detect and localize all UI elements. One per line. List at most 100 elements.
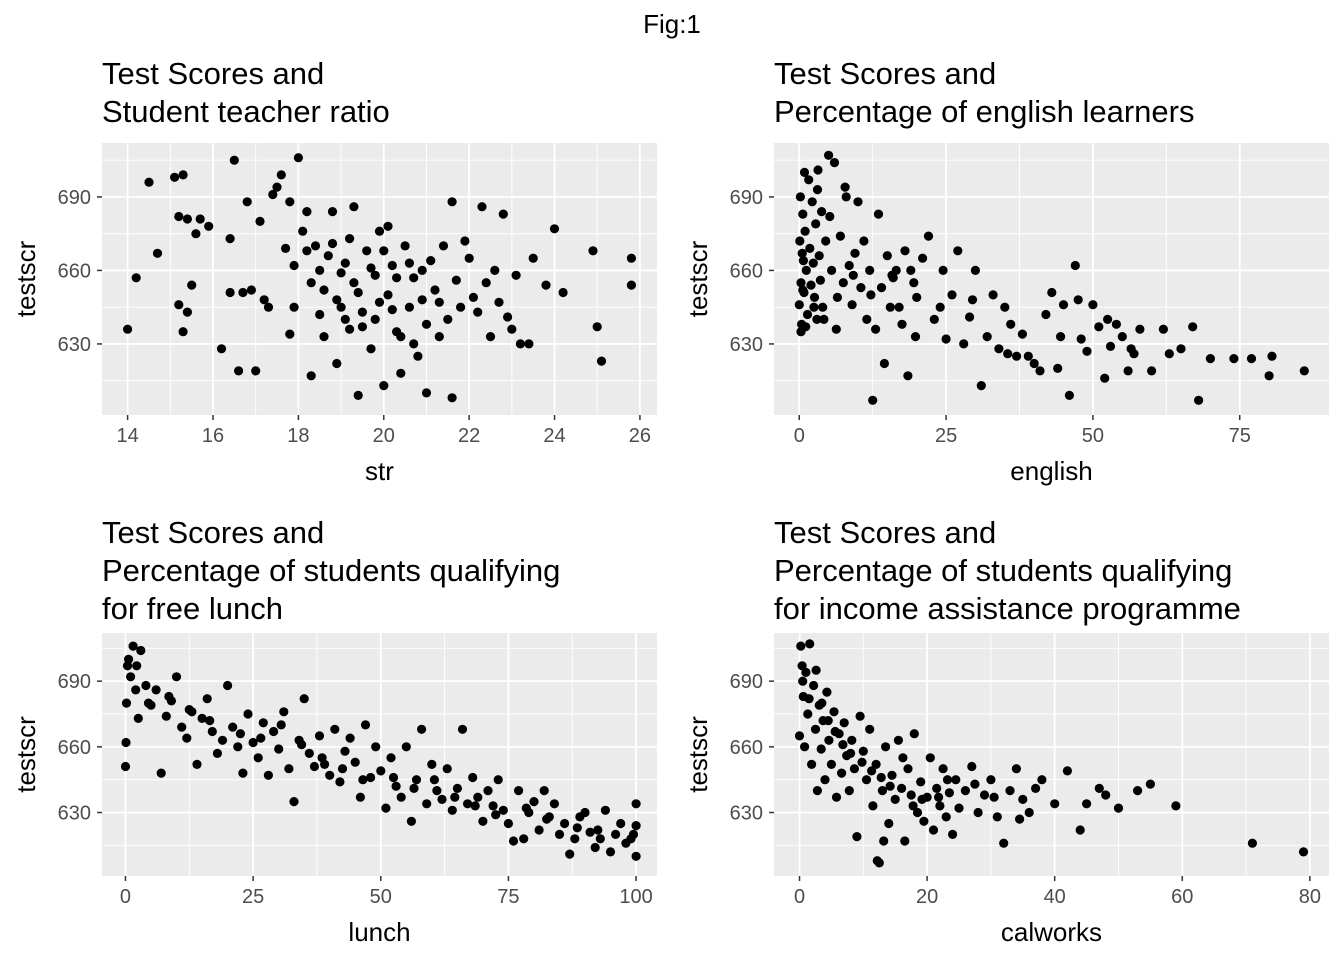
scatter-point bbox=[387, 260, 397, 271]
scatter-point bbox=[876, 772, 886, 783]
scatter-point bbox=[238, 768, 248, 778]
scatter-point bbox=[470, 801, 480, 811]
scatter-point bbox=[799, 167, 810, 177]
scatter-point bbox=[959, 339, 969, 349]
scatter-point bbox=[284, 764, 294, 774]
scatter-point bbox=[355, 792, 365, 802]
scatter-point bbox=[503, 312, 513, 322]
scatter-point bbox=[829, 158, 840, 168]
scatter-point bbox=[417, 724, 427, 734]
scatter-point bbox=[534, 825, 544, 835]
scatter-point bbox=[979, 790, 990, 800]
scatter-point bbox=[801, 667, 811, 678]
scatter-point bbox=[813, 165, 823, 175]
scatter-point bbox=[362, 246, 372, 256]
scatter-point bbox=[387, 305, 397, 315]
scatter-point bbox=[794, 731, 805, 741]
y-tick-label: 630 bbox=[730, 803, 763, 825]
scatter-point bbox=[832, 292, 843, 302]
y-tick-label: 660 bbox=[58, 737, 91, 759]
scatter-point bbox=[798, 285, 808, 295]
scatter-point bbox=[877, 786, 888, 796]
scatter-point bbox=[858, 746, 868, 756]
scatter-point bbox=[302, 246, 312, 256]
scatter-points bbox=[794, 639, 1309, 868]
scatter-point bbox=[143, 698, 154, 708]
scatter-point bbox=[935, 801, 945, 811]
scatter-point bbox=[370, 314, 380, 324]
scatter-point bbox=[873, 209, 884, 219]
x-tick-label: 0 bbox=[794, 886, 805, 908]
scatter-point bbox=[831, 792, 842, 802]
scatter-point bbox=[528, 253, 538, 263]
scatter-point bbox=[807, 197, 817, 207]
scatter-point bbox=[951, 775, 961, 785]
scatter-point bbox=[178, 170, 188, 180]
x-tick-label: 75 bbox=[1229, 425, 1251, 447]
scatter-point bbox=[885, 781, 895, 791]
scatter-point bbox=[825, 211, 835, 222]
scatter-point bbox=[374, 297, 385, 307]
scatter-point bbox=[306, 278, 316, 288]
scatter-point bbox=[941, 812, 951, 822]
scatter-point bbox=[413, 351, 423, 361]
scatter-point bbox=[824, 150, 834, 160]
scatter-point bbox=[631, 821, 641, 831]
scatter-point bbox=[498, 805, 508, 815]
scatter-point bbox=[383, 290, 393, 300]
scatter-point bbox=[988, 290, 998, 300]
scatter-point bbox=[1205, 354, 1215, 364]
scatter-point bbox=[276, 170, 286, 180]
scatter-point bbox=[938, 764, 948, 774]
scatter-point bbox=[910, 332, 921, 342]
scatter-point bbox=[801, 265, 811, 275]
scatter-point bbox=[982, 332, 992, 342]
x-tick-label: 0 bbox=[120, 886, 131, 908]
scatter-point bbox=[468, 772, 478, 783]
scatter-point bbox=[204, 221, 214, 231]
scatter-point bbox=[942, 775, 953, 785]
scatter-point bbox=[285, 329, 295, 339]
scatter-point bbox=[585, 827, 595, 837]
scatter-point bbox=[807, 759, 817, 770]
y-tick-label: 630 bbox=[730, 334, 763, 356]
scatter-point bbox=[814, 251, 824, 261]
y-axis-label: testscr bbox=[683, 240, 713, 317]
x-axis-label: calworks bbox=[1001, 917, 1102, 947]
x-tick-label: 40 bbox=[1044, 886, 1066, 908]
scatter-point bbox=[1041, 309, 1051, 320]
panel-title-line: Student teacher ratio bbox=[102, 94, 390, 129]
scatter-point bbox=[846, 748, 856, 759]
scatter-point bbox=[580, 807, 590, 818]
scatter-point bbox=[856, 283, 866, 293]
plot-panel-background bbox=[774, 143, 1329, 415]
scatter-point bbox=[906, 790, 916, 800]
scatter-point bbox=[468, 292, 478, 302]
scatter-point bbox=[868, 801, 878, 811]
x-tick-label: 18 bbox=[287, 425, 309, 447]
scatter-point bbox=[332, 358, 342, 369]
scatter-point bbox=[417, 295, 427, 305]
scatter-point bbox=[1088, 300, 1098, 310]
scatter-point bbox=[560, 818, 570, 829]
scatter-point bbox=[174, 300, 184, 310]
scatter-point bbox=[126, 672, 136, 682]
scatter-point bbox=[386, 753, 396, 763]
scatter-point bbox=[1058, 300, 1069, 310]
scatter-point bbox=[897, 319, 907, 329]
scatter-point bbox=[164, 691, 174, 702]
scatter-point bbox=[323, 251, 333, 261]
scatter-point bbox=[967, 761, 977, 772]
x-tick-label: 22 bbox=[458, 425, 480, 447]
scatter-point bbox=[508, 836, 519, 846]
scatter-point bbox=[916, 777, 926, 787]
scatter-point bbox=[289, 302, 299, 312]
scatter-point bbox=[857, 757, 867, 767]
scatter-point bbox=[919, 816, 929, 826]
scatter-point bbox=[838, 278, 848, 288]
scatter-point bbox=[438, 241, 449, 251]
scatter-point bbox=[258, 718, 268, 728]
scatter-point bbox=[1158, 324, 1168, 334]
scatter-point bbox=[1073, 295, 1083, 305]
scatter-point bbox=[349, 278, 359, 288]
